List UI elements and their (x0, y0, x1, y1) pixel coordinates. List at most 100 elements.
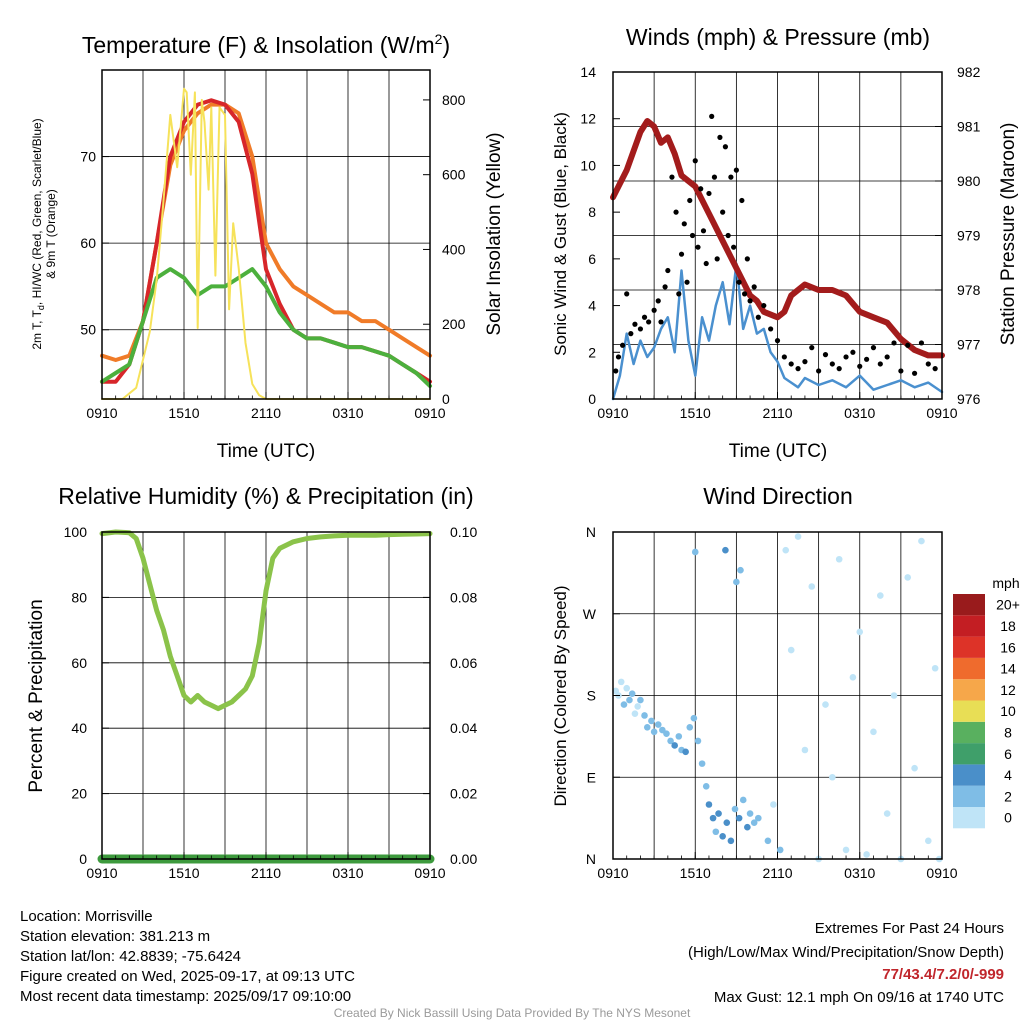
direction-point (705, 801, 713, 808)
gust-point (932, 366, 938, 372)
direction-point (750, 819, 758, 826)
direction-point (715, 810, 722, 817)
gust-point (747, 298, 753, 304)
wind-xlabel: Time (UTC) (729, 441, 828, 462)
gust-point (733, 167, 739, 173)
legend-label: 6 (1004, 746, 1012, 762)
wind-title: Winds (mph) & Pressure (mb) (626, 24, 930, 50)
wind-ytick-label: 8 (588, 204, 596, 220)
wind-xtick-label: 2110 (762, 405, 792, 421)
gust-point (717, 134, 723, 140)
direction-point (883, 810, 891, 817)
direction-point (835, 555, 843, 563)
direction-point (739, 796, 747, 804)
footer-recent: Most recent data timestamp: 2025/09/17 0… (20, 988, 352, 1005)
wind-y2tick-label: 977 (957, 337, 981, 353)
legend-label: 8 (1004, 724, 1012, 740)
rh-ytick-label: 40 (71, 720, 87, 736)
rh-y2tick-label: 0.06 (450, 655, 477, 671)
gust-point (857, 363, 863, 369)
footer-latlon: Station lat/lon: 42.8839; -75.6424 (20, 948, 242, 965)
legend-label: 0 (1004, 810, 1012, 826)
wind-y2tick-label: 976 (957, 391, 981, 407)
gust-point (739, 197, 745, 204)
temperature-panel: 0910 1510 2110 0310 0910 50 60 70 0 200 400 600 800 T… (30, 31, 505, 462)
legend-label: 12 (1000, 682, 1016, 698)
gust-point (665, 267, 671, 274)
wind-y2tick-label: 978 (957, 282, 981, 298)
direction-point (787, 646, 795, 654)
rh-y2tick-label: 0.10 (450, 524, 477, 540)
direction-point (808, 583, 816, 590)
direction-point (631, 710, 639, 717)
legend-swatch (953, 636, 985, 658)
gust-point (802, 359, 808, 365)
gust-point (891, 340, 897, 346)
dir-title: Wind Direction (703, 483, 853, 509)
direction-point (620, 701, 628, 708)
direction-point (623, 684, 631, 692)
direction-point (890, 692, 898, 699)
temp-title-main: Temperature (F) & Insolation (W/m (82, 32, 435, 58)
gust-point (829, 361, 835, 367)
gust-point (761, 302, 767, 309)
rh-ytick-label: 20 (71, 786, 87, 802)
gust-point (736, 279, 742, 285)
gust-point (624, 291, 630, 297)
temp-series-solar (101, 87, 431, 400)
rh-series-rh (99, 529, 433, 712)
gust-point (816, 368, 822, 374)
direction-point (663, 730, 670, 737)
direction-point (719, 832, 726, 840)
direction-point (764, 837, 772, 845)
gust-point (637, 326, 644, 332)
gust-point (615, 354, 622, 360)
dir-xtick-label: 1510 (680, 865, 711, 881)
legend-swatch (953, 785, 985, 807)
legend-swatch (953, 657, 985, 680)
gust-point (703, 260, 709, 267)
wind-y2tick-label: 979 (957, 228, 981, 244)
direction-point (648, 717, 655, 725)
gust-point (687, 197, 693, 204)
dir-ytick-label: E (587, 769, 596, 785)
gust-point (781, 354, 787, 360)
credit-line: Created By Nick Bassill Using Data Provi… (333, 1006, 691, 1020)
rh-xtick-label: 2110 (251, 865, 281, 881)
temp-ytick-label: 50 (80, 322, 96, 338)
direction-point (722, 546, 729, 554)
direction-point (755, 814, 762, 822)
gust-point (662, 284, 668, 290)
wind-ytick-label: 10 (580, 157, 596, 173)
legend-label: 10 (1000, 703, 1016, 719)
temp-ylabel-sub: d (36, 305, 46, 310)
rh-xtick-label: 1510 (168, 865, 199, 881)
direction-point (924, 837, 932, 845)
rh-ylabel: Percent & Precipitation (26, 599, 47, 792)
direction-point (667, 737, 674, 745)
temp-ylabel-line2: & 9m T (Orange) (44, 189, 58, 279)
direction-point (694, 737, 702, 745)
direction-point (744, 823, 751, 831)
temp-ylabel-rest: , HI/WC (Red, Green, Scarlet/Blue) (30, 118, 44, 305)
rh-ytick-label: 0 (79, 851, 87, 867)
footer-elevation: Station elevation: 381.213 m (20, 928, 211, 945)
direction-point (931, 664, 939, 672)
direction-point (822, 701, 829, 708)
temp-title-end: ) (442, 32, 450, 58)
extremes-values: 77/43.4/7.2/0/-999 (882, 966, 1004, 983)
gust-point (709, 113, 715, 119)
direction-point (842, 846, 850, 854)
gust-point (700, 228, 707, 234)
temp-y2tick-label: 200 (442, 316, 466, 332)
direction-point (870, 728, 877, 736)
temp-title: Temperature (F) & Insolation (W/m2) (82, 31, 450, 58)
legend-swatch (953, 615, 985, 637)
gust-point (695, 244, 701, 250)
legend-label: 20+ (996, 597, 1020, 613)
legend-label: 14 (1000, 661, 1016, 677)
legend-swatch (953, 594, 985, 616)
rh-y2tick-label: 0.02 (450, 786, 477, 802)
temp-y2label: Solar Insolation (Yellow) (484, 132, 505, 335)
